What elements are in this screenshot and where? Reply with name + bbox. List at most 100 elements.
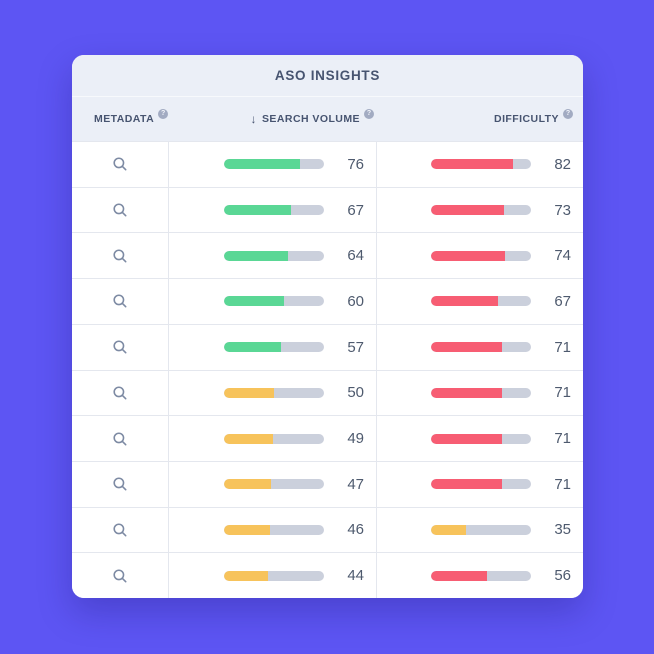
metadata-cell (72, 371, 168, 416)
difficulty-bar-fill (431, 479, 502, 490)
table-body: 76 82 67 73 (72, 142, 583, 598)
column-header-search-volume[interactable]: ↓ SEARCH VOLUME ? (168, 109, 376, 126)
difficulty-cell: 73 (376, 187, 583, 233)
difficulty-bar-fill (431, 433, 502, 444)
search-volume-bar (224, 342, 324, 353)
difficulty-bar-fill (431, 387, 502, 398)
search-volume-bar-fill (224, 479, 271, 490)
search-volume-cell: 76 (168, 142, 376, 187)
search-volume-cell: 44 (168, 553, 376, 598)
difficulty-bar (431, 159, 531, 170)
search-volume-bar-fill (224, 159, 300, 170)
search-volume-value: 49 (347, 430, 364, 448)
difficulty-value: 73 (554, 201, 571, 219)
search-volume-value: 44 (347, 567, 364, 585)
metadata-cell (72, 553, 168, 598)
search-volume-cell: 57 (168, 324, 376, 370)
search-icon[interactable] (109, 153, 131, 175)
search-volume-bar-fill (224, 205, 291, 216)
search-icon[interactable] (109, 473, 131, 495)
search-volume-bar-fill (224, 433, 273, 444)
metadata-cell (72, 508, 168, 553)
search-volume-bar (224, 159, 324, 170)
search-volume-bar-fill (224, 524, 270, 535)
search-volume-cell: 64 (168, 233, 376, 279)
column-header-metadata-label: METADATA (94, 113, 155, 125)
difficulty-value: 71 (554, 475, 571, 493)
table-row: 47 71 (72, 460, 583, 507)
difficulty-bar-fill (431, 524, 466, 535)
metadata-cell (72, 188, 168, 233)
search-volume-cell: 47 (168, 461, 376, 507)
sort-descending-icon: ↓ (250, 112, 257, 126)
help-icon[interactable]: ? (563, 109, 573, 119)
column-header-difficulty-label: DIFFICULTY (494, 113, 559, 125)
help-icon[interactable]: ? (364, 109, 374, 119)
metadata-cell (72, 279, 168, 324)
search-icon[interactable] (109, 245, 131, 267)
difficulty-bar (431, 296, 531, 307)
difficulty-value: 56 (554, 567, 571, 585)
difficulty-bar-fill (431, 205, 504, 216)
search-volume-cell: 67 (168, 187, 376, 233)
search-volume-cell: 50 (168, 370, 376, 416)
help-icon[interactable]: ? (158, 109, 168, 119)
difficulty-bar (431, 250, 531, 261)
difficulty-value: 71 (554, 430, 571, 448)
search-volume-bar (224, 296, 324, 307)
difficulty-cell: 74 (376, 233, 583, 279)
difficulty-bar (431, 433, 531, 444)
search-volume-value: 67 (347, 201, 364, 219)
difficulty-value: 71 (554, 384, 571, 402)
search-volume-bar-fill (224, 387, 274, 398)
aso-insights-panel: ASO INSIGHTS METADATA ? ↓ SEARCH VOLUME … (72, 55, 583, 598)
column-header-metadata[interactable]: METADATA ? (72, 109, 168, 125)
difficulty-bar (431, 387, 531, 398)
table-header-row: METADATA ? ↓ SEARCH VOLUME ? DIFFICULTY … (72, 97, 583, 142)
metadata-cell (72, 233, 168, 278)
search-volume-bar (224, 524, 324, 535)
difficulty-bar (431, 570, 531, 581)
difficulty-cell: 71 (376, 416, 583, 461)
table-row: 44 56 (72, 552, 583, 598)
search-volume-bar (224, 570, 324, 581)
search-icon[interactable] (109, 290, 131, 312)
search-volume-bar-fill (224, 296, 284, 307)
search-volume-bar (224, 433, 324, 444)
difficulty-bar (431, 524, 531, 535)
difficulty-bar-fill (431, 250, 505, 261)
search-volume-bar (224, 205, 324, 216)
difficulty-cell: 71 (376, 461, 583, 507)
search-volume-value: 64 (347, 247, 364, 265)
search-volume-value: 50 (347, 384, 364, 402)
search-volume-bar-fill (224, 570, 268, 581)
difficulty-bar-fill (431, 296, 498, 307)
table-row: 67 73 (72, 186, 583, 233)
metadata-cell (72, 142, 168, 187)
search-icon[interactable] (109, 565, 131, 587)
difficulty-value: 71 (554, 338, 571, 356)
table-row: 49 71 (72, 415, 583, 461)
search-volume-value: 47 (347, 475, 364, 493)
search-icon[interactable] (109, 519, 131, 541)
difficulty-bar-fill (431, 342, 502, 353)
column-header-search-volume-label: SEARCH VOLUME (261, 113, 360, 125)
table-row: 57 71 (72, 323, 583, 370)
table-row: 50 71 (72, 369, 583, 416)
search-icon[interactable] (109, 382, 131, 404)
difficulty-cell: 71 (376, 370, 583, 416)
search-volume-value: 46 (347, 521, 364, 539)
difficulty-cell: 82 (376, 142, 583, 187)
table-row: 60 67 (72, 278, 583, 324)
difficulty-cell: 35 (376, 507, 583, 553)
search-volume-cell: 60 (168, 279, 376, 324)
difficulty-cell: 56 (376, 553, 583, 598)
difficulty-cell: 67 (376, 279, 583, 324)
search-icon[interactable] (109, 336, 131, 358)
search-volume-value: 57 (347, 338, 364, 356)
column-header-difficulty[interactable]: DIFFICULTY ? (376, 109, 583, 125)
search-icon[interactable] (109, 199, 131, 221)
difficulty-value: 74 (554, 247, 571, 265)
search-icon[interactable] (109, 428, 131, 450)
difficulty-bar (431, 479, 531, 490)
